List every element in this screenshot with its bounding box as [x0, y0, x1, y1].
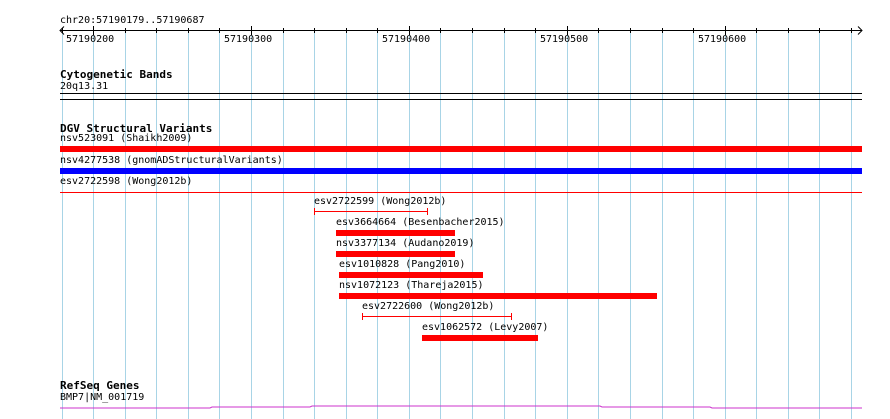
dgv-feature-glyph[interactable]	[422, 335, 538, 341]
ruler-right-arrow	[857, 26, 863, 35]
refseq-gene-glyph[interactable]	[0, 402, 890, 414]
ruler-tick-label: 57190200	[66, 34, 115, 45]
dgv-feature-glyph[interactable]	[60, 168, 862, 174]
cytoband-track-title: Cytogenetic Bands	[60, 68, 173, 81]
ruler-tick-label: 57190300	[224, 34, 273, 45]
dgv-feature-label[interactable]: esv3664664 (Besenbacher2015)	[336, 217, 505, 228]
dgv-feature-glyph[interactable]	[60, 192, 862, 193]
dgv-feature-label[interactable]: nsv523091 (Shaikh2009)	[60, 133, 193, 144]
dgv-feature-label[interactable]: nsv4277538 (gnomADStructuralVariants)	[60, 155, 283, 166]
refseq-gene-line	[60, 405, 862, 409]
dgv-feature-glyph[interactable]	[339, 293, 657, 299]
dgv-track-title: DGV Structural Variants	[60, 122, 213, 135]
refseq-track-title: RefSeq Genes	[60, 379, 140, 392]
ruler-tick-label: 57190600	[698, 34, 747, 45]
dgv-feature-glyph[interactable]	[60, 146, 862, 152]
dgv-feature-glyph[interactable]	[362, 313, 512, 320]
dgv-feature-bracket-line	[363, 316, 511, 317]
dgv-feature-label[interactable]: esv1062572 (Levy2007)	[422, 322, 549, 333]
cytoband-bar-top	[60, 93, 862, 94]
cytoband-bar-bottom	[60, 99, 862, 100]
dgv-feature-label[interactable]: nsv3377134 (Audano2019)	[336, 238, 475, 249]
cytoband-label: 20q13.31	[60, 81, 109, 92]
dgv-feature-glyph[interactable]	[336, 230, 455, 236]
dgv-feature-bracket-line	[315, 211, 427, 212]
dgv-feature-label[interactable]: nsv1072123 (Thareja2015)	[339, 280, 484, 291]
dgv-feature-label[interactable]: esv2722600 (Wong2012b)	[362, 301, 495, 312]
dgv-feature-label[interactable]: esv1010828 (Pang2010)	[339, 259, 466, 270]
ruler-axis[interactable]	[0, 26, 890, 50]
region-label: chr20:57190179..57190687	[60, 15, 205, 26]
ruler-tick-label: 57190500	[540, 34, 589, 45]
ruler-tick-label: 57190400	[382, 34, 431, 45]
ruler-left-arrow	[59, 26, 65, 35]
dgv-feature-label[interactable]: esv2722599 (Wong2012b)	[314, 196, 447, 207]
dgv-feature-glyph[interactable]	[339, 272, 483, 278]
dgv-feature-glyph[interactable]	[336, 251, 455, 257]
dgv-feature-glyph[interactable]	[314, 208, 428, 215]
refseq-gene-label[interactable]: BMP7|NM_001719	[60, 392, 145, 403]
dgv-feature-label[interactable]: esv2722598 (Wong2012b)	[60, 176, 193, 187]
